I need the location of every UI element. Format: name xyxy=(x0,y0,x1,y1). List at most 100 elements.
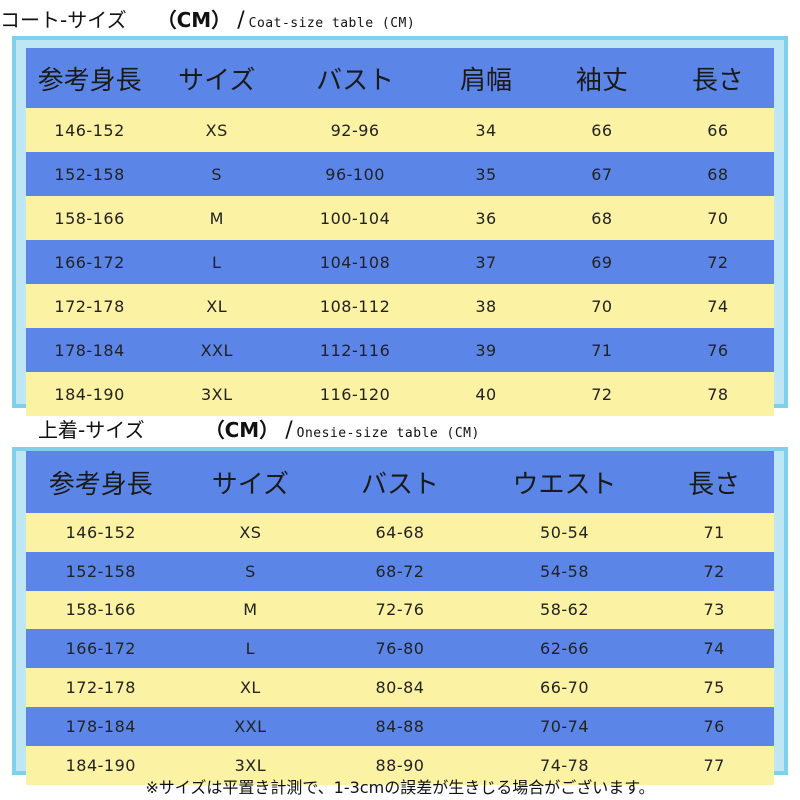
onesie-title-slash: / xyxy=(285,418,293,443)
onesie-table-cell: 66-70 xyxy=(540,678,590,698)
onesie-table-cell: 146-152 xyxy=(65,522,136,542)
coat-table-cell: 66 xyxy=(591,120,613,140)
onesie-table-cell: 88-90 xyxy=(375,755,425,775)
onesie-table-row: 172-178 XL 80-84 66-70 75 xyxy=(26,668,774,707)
coat-title-cm: （CM） xyxy=(156,8,232,32)
onesie-table-cell: 77 xyxy=(703,755,725,775)
onesie-table-cell: 158-166 xyxy=(65,600,136,620)
coat-table-cell: 67 xyxy=(591,164,613,184)
onesie-table-cell: 54-58 xyxy=(540,561,590,581)
onesie-table-cell: 74-78 xyxy=(540,755,590,775)
coat-table-cell: 35 xyxy=(475,164,497,184)
coat-table-row: 158-166 M 100-104 36 68 70 xyxy=(26,196,774,240)
coat-table-cell: L xyxy=(212,252,222,272)
coat-table-cell: 68 xyxy=(707,164,729,184)
coat-header-cell: 肩幅 xyxy=(459,65,512,96)
coat-table-cell: 72 xyxy=(591,384,613,404)
coat-table-cell: 39 xyxy=(475,340,497,360)
onesie-header-cell: 参考身長 xyxy=(48,469,153,500)
coat-table-cell: 66 xyxy=(707,120,729,140)
coat-table-cell: 36 xyxy=(475,208,497,228)
coat-header-row: 参考身長 サイズ バスト 肩幅 袖丈 長さ xyxy=(26,48,774,108)
onesie-section-title: 上着-サイズ （CM） / Onesie-size table (CM) xyxy=(0,414,480,444)
onesie-table-cell: 84-88 xyxy=(375,716,425,736)
coat-table-cell: 166-172 xyxy=(54,252,125,272)
coat-table-cell: 72 xyxy=(707,252,729,272)
coat-table-cell: XS xyxy=(205,120,228,140)
onesie-table-cell: 72-76 xyxy=(375,600,425,620)
onesie-table-cell: XL xyxy=(239,678,261,698)
coat-table-cell: 108-112 xyxy=(319,296,391,316)
onesie-title-en: Onesie-size table (CM) xyxy=(296,426,480,441)
coat-header-cell: サイズ xyxy=(178,65,256,96)
coat-table-row: 184-190 3XL 116-120 40 72 78 xyxy=(26,372,774,416)
coat-section-title: コート-サイズ （CM） / Coat-size table (CM) xyxy=(0,4,415,34)
onesie-table-row: 178-184 XXL 84-88 70-74 76 xyxy=(26,706,774,746)
coat-table-cell: 71 xyxy=(591,340,613,360)
onesie-header-cell: ウエスト xyxy=(512,469,617,500)
onesie-table-cell: M xyxy=(243,600,258,620)
onesie-title-jp: 上着-サイズ xyxy=(38,418,145,442)
onesie-table-cell: 72 xyxy=(703,561,725,581)
coat-table-cell: 92-96 xyxy=(330,120,380,140)
onesie-table-row: 152-158 S 68-72 54-58 72 xyxy=(26,551,774,591)
coat-header-cell: 長さ xyxy=(691,65,744,96)
coat-table-cell: 70 xyxy=(707,208,729,228)
coat-table-row: 172-178 XL 108-112 38 70 74 xyxy=(26,284,774,328)
onesie-table-cell: 76-80 xyxy=(375,639,425,659)
coat-table-cell: 184-190 xyxy=(54,384,125,404)
onesie-table-row: 184-190 3XL 88-90 74-78 77 xyxy=(26,745,774,785)
coat-table-cell: 152-158 xyxy=(54,164,125,184)
coat-header-cell: バスト xyxy=(316,65,395,96)
onesie-table-cell: L xyxy=(245,639,256,659)
coat-table-cell: 68 xyxy=(591,208,613,228)
onesie-table-cell: 64-68 xyxy=(375,522,425,542)
onesie-table-cell: 166-172 xyxy=(65,639,136,659)
coat-table-cell: XXL xyxy=(200,340,233,360)
onesie-header-cell: サイズ xyxy=(211,469,289,500)
coat-table-cell: S xyxy=(211,164,223,184)
onesie-table-cell: 58-62 xyxy=(540,600,590,620)
coat-table-cell: 37 xyxy=(475,252,497,272)
coat-table-cell: 178-184 xyxy=(54,340,125,360)
coat-header-cell: 袖丈 xyxy=(575,65,628,96)
coat-table-cell: 104-108 xyxy=(319,252,391,272)
coat-table-cell: 172-178 xyxy=(54,296,125,316)
coat-header-cell: 参考身長 xyxy=(37,65,142,96)
coat-table-cell: 74 xyxy=(707,296,729,316)
onesie-table-cell: 75 xyxy=(703,678,725,698)
onesie-table-cell: 73 xyxy=(703,600,725,620)
coat-table-row: 178-184 XXL 112-116 39 71 76 xyxy=(26,328,774,372)
onesie-table-cell: 71 xyxy=(703,522,725,542)
onesie-table-row: 146-152 XS 64-68 50-54 71 xyxy=(26,513,774,552)
onesie-table-cell: 62-66 xyxy=(540,639,590,659)
coat-table-cell: 116-120 xyxy=(319,384,391,404)
onesie-table-cell: XXL xyxy=(234,716,267,736)
onesie-table-cell: 172-178 xyxy=(65,678,136,698)
onesie-table-cell: 80-84 xyxy=(375,678,425,698)
coat-table-cell: 34 xyxy=(475,120,497,140)
coat-table-cell: 38 xyxy=(475,296,497,316)
onesie-table-cell: 50-54 xyxy=(540,522,590,542)
coat-table-cell: 100-104 xyxy=(319,208,391,228)
coat-table-row: 146-152 XS 92-96 34 66 66 xyxy=(26,108,774,152)
coat-title-slash: / xyxy=(237,8,245,33)
onesie-table-cell: 3XL xyxy=(234,755,267,775)
coat-table-cell: 3XL xyxy=(200,384,233,404)
coat-size-table: 参考身長 サイズ バスト 肩幅 袖丈 長さ 146-152 XS 92-96 34 66 66 152-… xyxy=(12,36,788,416)
coat-table-row: 166-172 L 104-108 37 69 72 xyxy=(26,240,774,284)
coat-table-cell: 158-166 xyxy=(54,208,125,228)
coat-table-cell: XL xyxy=(206,296,228,316)
coat-table-cell: M xyxy=(209,208,224,228)
onesie-header-cell: バスト xyxy=(360,469,439,500)
onesie-table-cell: 178-184 xyxy=(65,716,136,736)
coat-table-cell: 78 xyxy=(707,384,729,404)
coat-table-cell: 40 xyxy=(475,384,497,404)
onesie-table-row: 158-166 M 72-76 58-62 73 xyxy=(26,590,774,630)
coat-table-cell: 96-100 xyxy=(325,164,385,184)
measurement-footnote: ※サイズは平置き計測で、1-3cmの誤差が生きじる場合がございます。 xyxy=(145,778,655,797)
onesie-table-cell: XS xyxy=(239,522,262,542)
onesie-table-cell: 68-72 xyxy=(375,561,425,581)
coat-table-row: 152-158 S 96-100 35 67 68 xyxy=(26,152,774,196)
coat-title-en: Coat-size table (CM) xyxy=(248,16,416,31)
